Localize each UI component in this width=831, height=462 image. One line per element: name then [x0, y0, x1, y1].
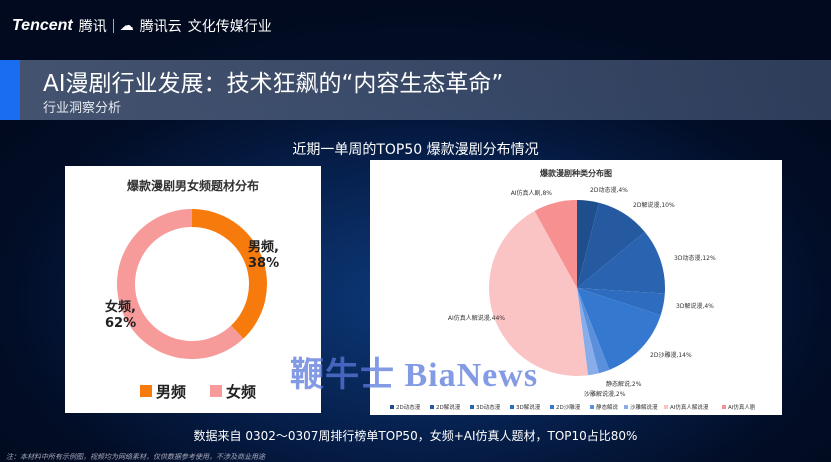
data-label-5: 静态解说,2% [606, 380, 642, 388]
pie-slice-2 [577, 231, 665, 294]
legend-swatch-1 [210, 385, 222, 397]
chart-title: 爆款漫剧男女频题材分布 [127, 178, 259, 193]
data-label-3: 3D解说漫,4% [676, 302, 714, 310]
donut-slice-0 [192, 209, 267, 339]
data-label-7: AI仿真人解说漫,44% [448, 314, 505, 322]
pie-slice-5 [577, 288, 610, 374]
legend-swatch-3 [510, 405, 514, 409]
pie-slice-8 [534, 200, 577, 288]
legend-label-8: AI仿真人剧 [728, 403, 756, 411]
legend-swatch-7 [664, 405, 668, 409]
division-name: 文化传媒行业 [187, 19, 272, 35]
pie-slice-1 [577, 202, 645, 288]
gender-donut-card: 爆款漫剧男女频题材分布男频, 38% 女频, 62% 男频 女频 [65, 166, 321, 413]
genre-pie-chart: 爆款漫剧种类分布图 2D动态漫,4% 2D解说漫,10% 3D动态漫,12% 3D解说漫… [390, 168, 756, 411]
legend-label-3: 3D解说漫 [516, 403, 541, 411]
footnote: 注：本材料中所有示例图，视频均为网络素材，仅供数据参考使用，不涉及商业用途 [6, 453, 265, 461]
legend-label-5: 静态解说 [596, 403, 619, 411]
cloud-name: 腾讯云 [139, 19, 182, 35]
tencent-logo-text: Tencent [12, 17, 73, 34]
pie-slice-0 [577, 200, 599, 288]
data-source-note: 数据来自 0302～0307周排行榜单TOP50，女频+AI仿真人题材，TOP1… [193, 429, 638, 443]
genre-pie-card: 爆款漫剧种类分布图 2D动态漫,4% 2D解说漫,10% 3D动态漫,12% 3D解说漫… [370, 160, 782, 415]
pie-slice-4 [577, 288, 661, 370]
brand-logo: Tencent 腾讯 ☁ 腾讯云 文化传媒行业 [12, 16, 272, 36]
legend-label-1: 女频 [226, 383, 256, 401]
legend-swatch-0 [140, 385, 152, 397]
data-label-6: 沙雕解说漫,2% [584, 390, 626, 398]
legend-label-0: 男频 [156, 383, 186, 401]
legend-swatch-2 [470, 405, 474, 409]
data-label-1: 2D解说漫,10% [633, 201, 675, 209]
pie-slice-6 [577, 288, 599, 376]
legend-label-2: 3D动态漫 [476, 403, 501, 411]
tencent-cn: 腾讯 [78, 19, 107, 35]
watermark: 鞭牛士 BiaNews [290, 357, 539, 394]
legend-label-1: 2D解说漫 [436, 403, 461, 411]
chart-title: 爆款漫剧种类分布图 [540, 168, 612, 178]
legend-swatch-1 [430, 405, 434, 409]
title-banner: AI漫剧行业发展：技术狂飙的“内容生态革命” 行业洞察分析 [0, 60, 831, 120]
legend-label-6: 沙雕解说漫 [630, 403, 658, 411]
data-label-2: 3D动态漫,12% [674, 254, 716, 262]
page-title: AI漫剧行业发展：技术狂飙的“内容生态革命” [43, 71, 504, 97]
legend-swatch-0 [390, 405, 394, 409]
data-label-0: 2D动态漫,4% [590, 186, 628, 194]
legend-swatch-6 [624, 405, 628, 409]
legend-swatch-8 [722, 405, 726, 409]
donut-slice-1 [117, 209, 244, 359]
legend-swatch-5 [590, 405, 594, 409]
legend-label-4: 2D沙雕漫 [556, 403, 581, 411]
legend-label-0: 2D动态漫 [396, 403, 421, 411]
accent-bar [0, 60, 20, 120]
divider [112, 19, 114, 33]
cloud-icon: ☁ [119, 18, 134, 34]
data-label-8: AI仿真人剧,8% [511, 189, 553, 197]
data-label-0: 男频, 38% [248, 239, 279, 271]
page-subtitle: 行业洞察分析 [43, 101, 122, 116]
legend-label-7: AI仿真人解说漫 [670, 403, 709, 411]
section-heading: 近期一单周的TOP50 爆款漫剧分布情况 [292, 142, 539, 158]
pie-slice-3 [577, 288, 665, 316]
data-label-4: 2D沙雕漫,14% [650, 351, 692, 359]
pie-slice-7 [488, 210, 589, 376]
legend-swatch-4 [550, 405, 554, 409]
data-label-1: 女频, 62% [105, 299, 136, 331]
